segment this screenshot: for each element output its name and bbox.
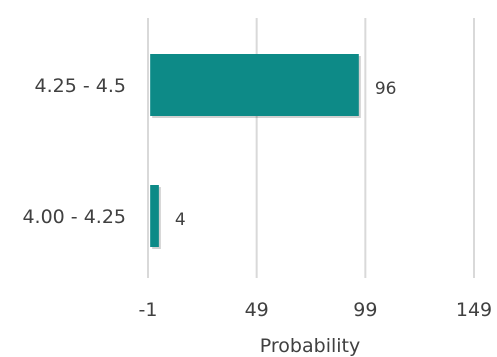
- data-labels: 96 4: [175, 79, 397, 230]
- category-labels: 4.25 - 4.5 4.00 - 4.25: [22, 75, 126, 228]
- bars: [150, 54, 361, 249]
- data-label: 4: [175, 210, 186, 230]
- x-tick-label: 149: [456, 299, 492, 321]
- bar: [150, 54, 359, 116]
- x-tick-labels: -1 49 99 149: [139, 299, 493, 321]
- x-axis-title: Probability: [260, 335, 360, 357]
- bar: [150, 185, 159, 247]
- category-label: 4.00 - 4.25: [22, 206, 126, 228]
- x-tick-label: -1: [139, 299, 158, 321]
- data-label: 96: [375, 79, 397, 99]
- category-label: 4.25 - 4.5: [35, 75, 126, 97]
- x-tick-label: 49: [245, 299, 269, 321]
- x-tick-label: 99: [353, 299, 377, 321]
